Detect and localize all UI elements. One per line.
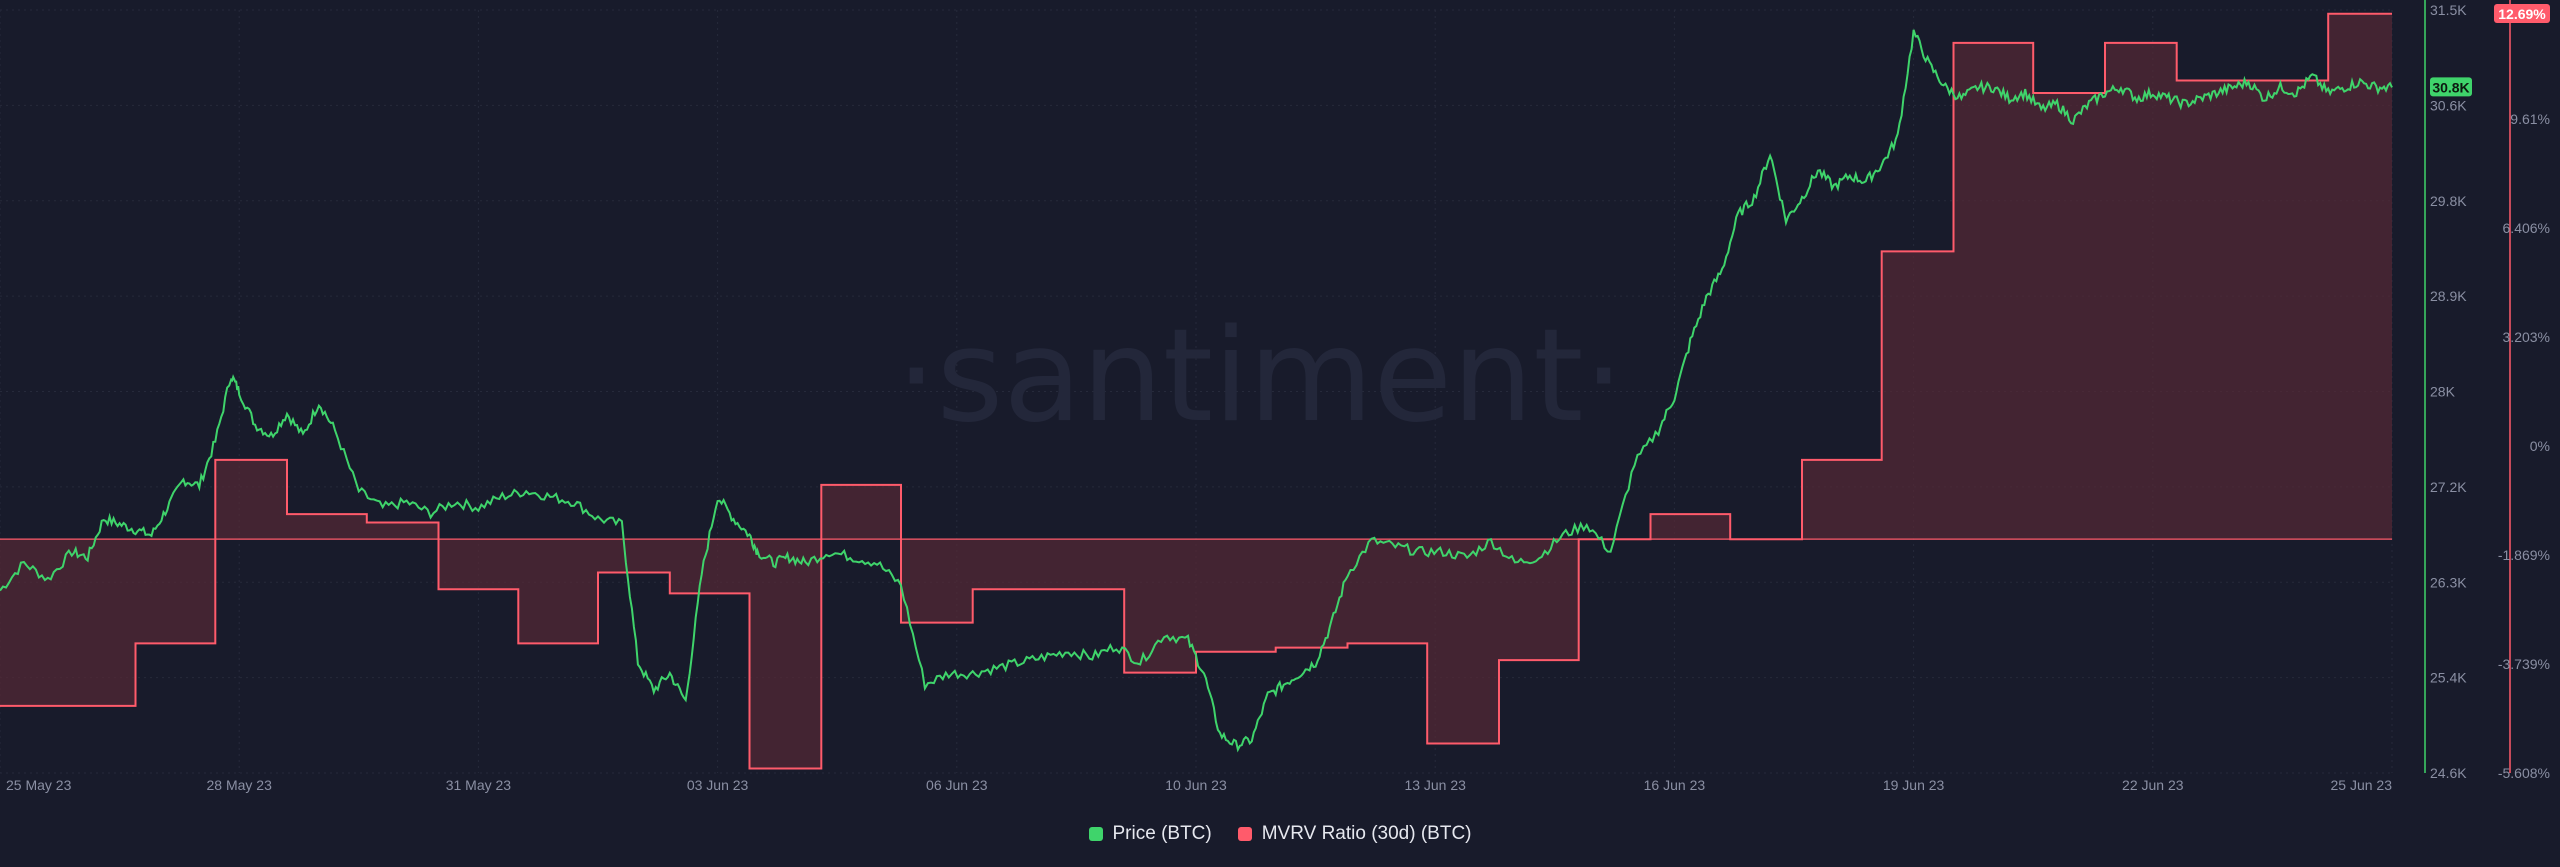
mvrv-badge — [2494, 4, 2550, 23]
legend-label-mvrv: MVRV Ratio (30d) (BTC) — [1261, 823, 1472, 844]
y-right-tick-label: -3.739% — [2498, 656, 2550, 672]
x-tick-label: 19 Jun 23 — [1883, 777, 1945, 793]
legend-item-price[interactable]: Price (BTC) — [1088, 823, 1212, 845]
legend: Price (BTC) MVRV Ratio (30d) (BTC) — [0, 818, 2560, 850]
x-tick-label: 28 May 23 — [207, 777, 273, 793]
y-left-tick-label: 25.4K — [2430, 670, 2467, 686]
price-line — [0, 29, 2393, 753]
watermark: ·santiment· — [896, 302, 1624, 451]
mvrv-series — [0, 12, 2392, 770]
y-left-tick-label: 28.9K — [2430, 288, 2467, 304]
x-axis: 25 May 23 28 May 23 31 May 23 03 Jun 23 06 J… — [6, 777, 2392, 793]
x-tick-label: 25 Jun 23 — [2331, 777, 2393, 793]
price-series — [0, 29, 2393, 753]
x-tick-label: 06 Jun 23 — [926, 777, 988, 793]
legend-swatch-price — [1088, 827, 1103, 841]
y-left-tick-label: 27.2K — [2430, 479, 2467, 495]
y-right-tick-label: 0% — [2530, 438, 2550, 454]
y-left-tick-label: 30.6K — [2430, 97, 2467, 113]
x-tick-label: 03 Jun 23 — [687, 777, 749, 793]
x-tick-label: 16 Jun 23 — [1644, 777, 1706, 793]
x-tick-label: 13 Jun 23 — [1404, 777, 1466, 793]
y-left-tick-label: 29.8K — [2430, 193, 2467, 209]
y-axis-left: 31.5K 30.6K 29.8K 28.9K 28K 27.2K 26.3K 25.4K 24… — [2424, 0, 2467, 781]
x-tick-label: 10 Jun 23 — [1165, 777, 1227, 793]
legend-item-mvrv[interactable]: MVRV Ratio (30d) (BTC) — [1237, 823, 1472, 845]
mvrv-badge-label: 12.69% — [2498, 6, 2546, 22]
y-left-tick-label: 31.5K — [2430, 2, 2467, 18]
y-left-tick-label: 28K — [2430, 384, 2456, 400]
y-right-tick-label: 9.61% — [2510, 111, 2550, 127]
legend-swatch-mvrv — [1237, 827, 1252, 841]
y-right-tick-label: 6.406% — [2503, 220, 2550, 236]
y-left-tick-label: 24.6K — [2430, 765, 2467, 781]
x-tick-label: 22 Jun 23 — [2122, 777, 2184, 793]
current-value-badges: 30.8K 12.69% — [2430, 4, 2550, 97]
x-tick-label: 25 May 23 — [6, 777, 72, 793]
y-right-tick-label: -5.608% — [2498, 765, 2550, 781]
y-right-tick-label: -1.869% — [2498, 547, 2550, 563]
mvrv-line — [0, 12, 2392, 770]
y-right-tick-label: 3.203% — [2503, 329, 2550, 345]
price-badge — [2430, 77, 2472, 97]
y-left-tick-label: 26.3K — [2430, 574, 2467, 590]
legend-label-price: Price (BTC) — [1112, 823, 1212, 844]
price-badge-label: 30.8K — [2432, 79, 2469, 95]
y-axis-right: 9.61% 6.406% 3.203% 0% -1.869% -3.739% -5.608% — [2498, 0, 2550, 781]
x-tick-label: 31 May 23 — [446, 777, 512, 793]
